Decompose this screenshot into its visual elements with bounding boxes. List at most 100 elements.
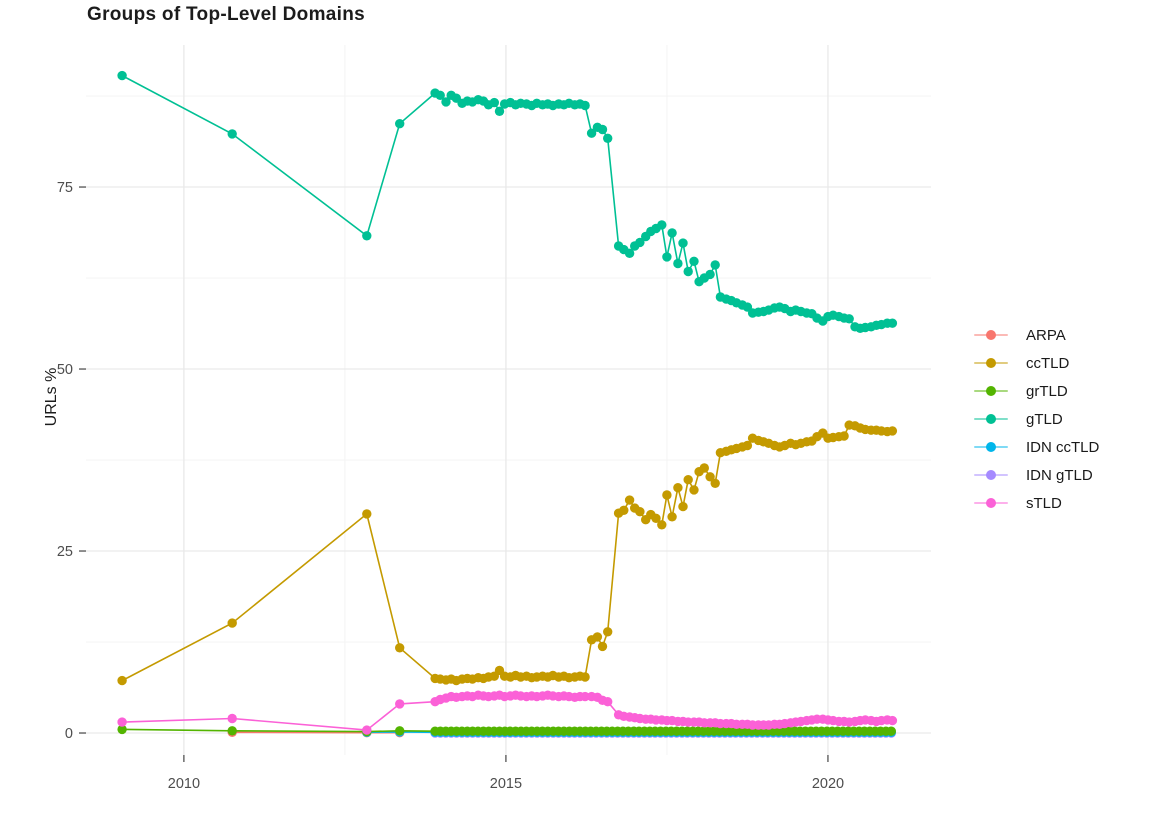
legend-item-grTLD: grTLD	[974, 377, 1099, 405]
data-point	[586, 128, 597, 138]
legend-label: gTLD	[1026, 410, 1063, 428]
data-point	[395, 726, 405, 736]
gridlines-minor	[86, 45, 931, 755]
data-point	[441, 97, 451, 107]
x-tick-label: 2015	[490, 776, 522, 792]
data-point	[494, 106, 505, 117]
legend-key-dot	[986, 470, 996, 480]
legend: ARPA ccTLD grTLD gTLD IDN ccTLD IDN gTLD sTLD	[974, 321, 1099, 517]
data-point	[395, 643, 405, 653]
y-axis-tick-labels: 0 25 50 75	[57, 180, 73, 742]
data-point	[603, 697, 613, 707]
data-point	[887, 318, 898, 328]
data-point	[844, 314, 854, 324]
data-point	[705, 269, 715, 280]
legend-key-dot	[986, 414, 996, 424]
data-point	[678, 238, 688, 248]
data-point	[887, 426, 898, 436]
x-tick-label: 2010	[168, 776, 200, 792]
data-point	[689, 485, 699, 495]
data-point	[651, 513, 661, 523]
series-sTLD	[117, 690, 898, 735]
data-point	[635, 237, 645, 248]
x-tick-label: 2020	[812, 776, 844, 792]
data-point	[597, 641, 608, 652]
data-point	[683, 475, 693, 485]
data-point	[227, 713, 237, 724]
y-tick-label: 50	[57, 362, 73, 378]
y-tick-label: 0	[65, 726, 73, 742]
data-point	[657, 220, 667, 230]
data-point	[592, 632, 603, 642]
axis-tick-marks	[79, 186, 829, 762]
data-point	[580, 100, 590, 111]
data-point	[662, 490, 672, 500]
data-point	[489, 97, 499, 108]
data-point	[597, 124, 608, 135]
data-point	[362, 231, 372, 241]
data-point	[619, 505, 629, 515]
legend-key-dot	[986, 386, 996, 396]
y-axis-title: URLs %	[43, 367, 60, 427]
data-point	[710, 478, 720, 488]
data-point	[678, 501, 688, 512]
data-point	[117, 675, 127, 686]
data-point	[395, 699, 405, 709]
x-axis-tick-labels: 2010 2015 2020	[168, 776, 844, 792]
data-point	[117, 717, 127, 727]
legend-item-sTLD: sTLD	[974, 489, 1099, 517]
data-point	[624, 495, 635, 505]
legend-key-icon	[974, 469, 1008, 481]
legend-key-dot	[986, 498, 996, 508]
legend-label: IDN ccTLD	[1026, 438, 1100, 456]
series-line	[121, 74, 893, 330]
legend-label: IDN gTLD	[1026, 466, 1093, 484]
data-point	[227, 129, 237, 139]
legend-key-dot	[986, 358, 996, 368]
series-grTLD	[117, 724, 896, 737]
legend-key-icon	[974, 385, 1008, 397]
series-ccTLD	[117, 420, 898, 686]
y-tick-label: 75	[57, 180, 73, 196]
legend-item-gTLD: gTLD	[974, 405, 1099, 433]
legend-key-dot	[986, 330, 996, 340]
legend-label: ARPA	[1026, 326, 1066, 344]
data-point	[227, 618, 237, 628]
legend-item-ccTLD: ccTLD	[974, 349, 1099, 377]
legend-item-IDN-ccTLD: IDN ccTLD	[974, 433, 1099, 461]
data-point	[705, 472, 715, 482]
chart-title: Groups of Top-Level Domains	[87, 4, 365, 25]
y-tick-label: 25	[57, 544, 73, 560]
series-gTLD	[117, 70, 898, 333]
data-point	[683, 266, 693, 277]
legend-key-icon	[974, 329, 1008, 341]
legend-key-icon	[974, 357, 1008, 369]
data-point	[580, 691, 590, 702]
legend-item-ARPA: ARPA	[974, 321, 1099, 349]
data-point	[603, 627, 613, 637]
data-point	[117, 70, 127, 81]
data-point	[710, 260, 720, 270]
legend-key-dot	[986, 442, 996, 452]
data-point	[667, 512, 677, 522]
data-point	[886, 726, 896, 736]
data-point	[435, 90, 445, 101]
data-point	[635, 507, 645, 517]
data-point	[362, 509, 372, 519]
legend-label: sTLD	[1026, 494, 1062, 512]
data-point	[673, 258, 683, 269]
data-point	[673, 483, 683, 493]
legend-label: grTLD	[1026, 382, 1068, 400]
data-point	[362, 725, 372, 735]
data-point	[117, 724, 127, 735]
data-point	[667, 228, 677, 238]
data-point	[887, 715, 898, 726]
legend-key-icon	[974, 497, 1008, 509]
data-point	[699, 463, 709, 473]
gridlines-major	[86, 45, 931, 755]
data-point	[689, 256, 699, 266]
data-point	[662, 252, 672, 262]
data-point	[395, 119, 405, 129]
data-point	[742, 440, 753, 451]
